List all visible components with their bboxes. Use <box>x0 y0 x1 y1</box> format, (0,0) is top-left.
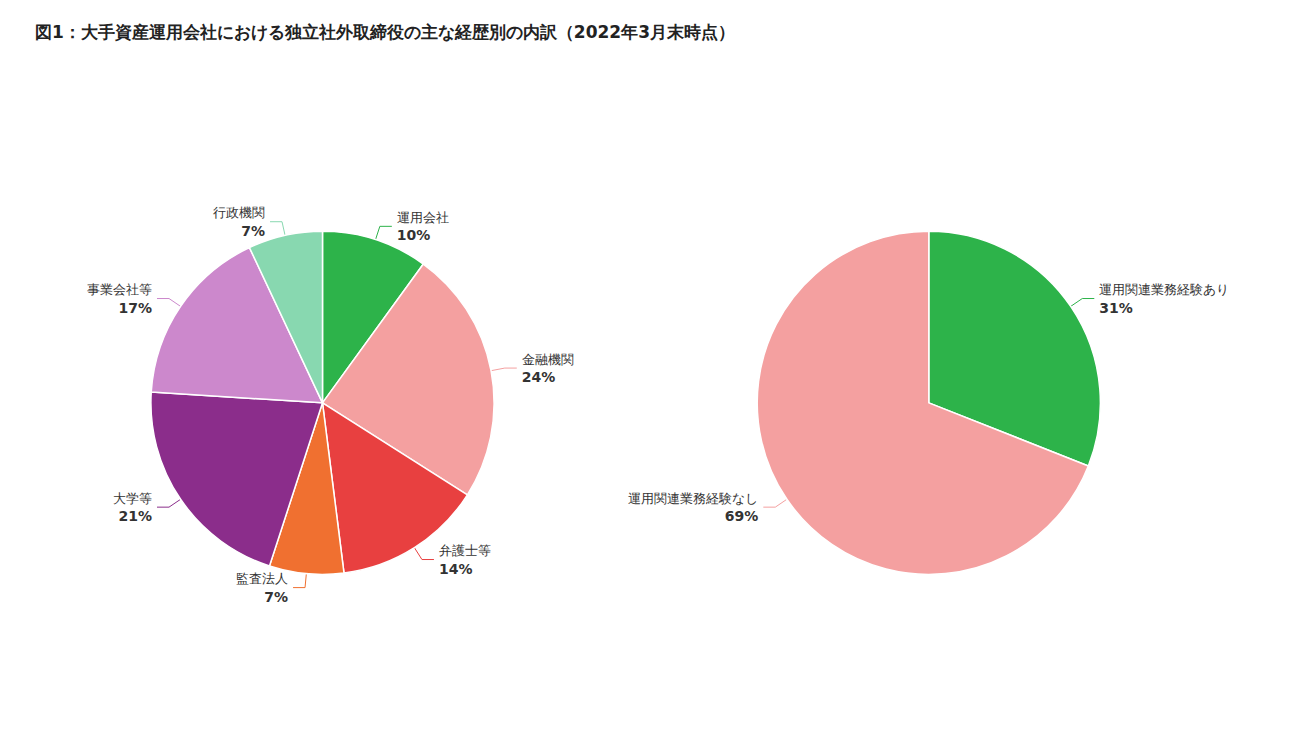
svg-text:大学等: 大学等 <box>113 491 152 506</box>
svg-text:14%: 14% <box>439 561 473 577</box>
svg-text:事業会社等: 事業会社等 <box>87 282 152 297</box>
svg-text:21%: 21% <box>118 508 152 524</box>
svg-text:7%: 7% <box>241 223 265 239</box>
svg-text:運用関連業務経験なし: 運用関連業務経験なし <box>628 491 758 506</box>
svg-text:7%: 7% <box>264 589 288 605</box>
svg-text:図1：大手資産運用会社における独立社外取締役の主な経歴別の内: 図1：大手資産運用会社における独立社外取締役の主な経歴別の内訳（2022年3月末… <box>35 22 735 42</box>
svg-text:10%: 10% <box>397 227 431 243</box>
svg-text:金融機関: 金融機関 <box>522 352 574 367</box>
svg-text:運用関連業務経験あり: 運用関連業務経験あり <box>1099 282 1229 297</box>
svg-text:24%: 24% <box>522 369 556 385</box>
svg-text:監査法人: 監査法人 <box>236 571 288 586</box>
svg-text:31%: 31% <box>1099 300 1133 316</box>
svg-text:弁護士等: 弁護士等 <box>439 543 491 558</box>
svg-text:運用会社: 運用会社 <box>397 210 449 225</box>
svg-text:17%: 17% <box>118 300 152 316</box>
svg-text:行政機関: 行政機関 <box>213 205 265 220</box>
svg-text:69%: 69% <box>725 508 759 524</box>
